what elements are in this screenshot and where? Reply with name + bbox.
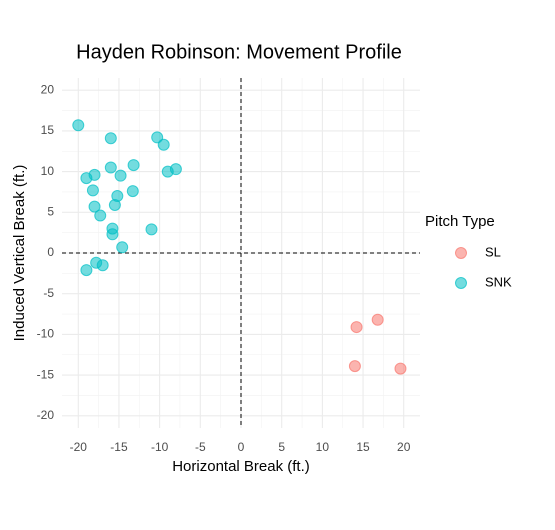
y-tick-label: 5 [47, 204, 54, 218]
x-tick-label: 10 [316, 440, 330, 454]
legend-key [455, 247, 467, 259]
x-tick-label: 0 [238, 440, 245, 454]
point [86, 184, 99, 197]
y-tick-label: -5 [43, 286, 54, 300]
x-tick-label: 20 [397, 440, 411, 454]
point [348, 360, 361, 373]
y-tick-label: -20 [37, 408, 55, 422]
point [104, 161, 117, 174]
point [114, 169, 127, 182]
legend-key [455, 277, 467, 289]
y-axis-label: Induced Vertical Break (ft.) [11, 165, 28, 342]
chart-title: Hayden Robinson: Movement Profile [76, 41, 402, 63]
y-tick-label: 0 [47, 245, 54, 259]
point [371, 313, 384, 326]
point [106, 228, 119, 241]
legend-label: SNK [485, 274, 512, 289]
x-axis-label: Horizontal Break (ft.) [172, 458, 310, 475]
y-tick-label: -10 [37, 327, 55, 341]
legend-label: SL [485, 244, 501, 259]
point [394, 362, 407, 375]
point [88, 200, 101, 213]
y-tick-label: 10 [41, 164, 55, 178]
x-tick-label: 5 [278, 440, 285, 454]
y-tick-label: -15 [37, 367, 55, 381]
point [94, 209, 107, 222]
x-tick-label: -15 [110, 440, 128, 454]
point [108, 198, 121, 211]
x-tick-label: -20 [70, 440, 88, 454]
point [350, 321, 363, 334]
point [116, 241, 129, 254]
point [104, 132, 117, 145]
legend-title: Pitch Type [425, 213, 495, 230]
point [88, 168, 101, 181]
point [157, 138, 170, 151]
y-tick-label: 20 [41, 82, 55, 96]
point [127, 159, 140, 172]
x-tick-label: -10 [151, 440, 169, 454]
point [80, 264, 93, 277]
point [161, 165, 174, 178]
point [96, 259, 109, 272]
point [72, 119, 85, 132]
point [126, 185, 139, 198]
x-tick-label: 15 [356, 440, 370, 454]
x-tick-label: -5 [195, 440, 206, 454]
y-tick-label: 15 [41, 123, 55, 137]
point [145, 223, 158, 236]
